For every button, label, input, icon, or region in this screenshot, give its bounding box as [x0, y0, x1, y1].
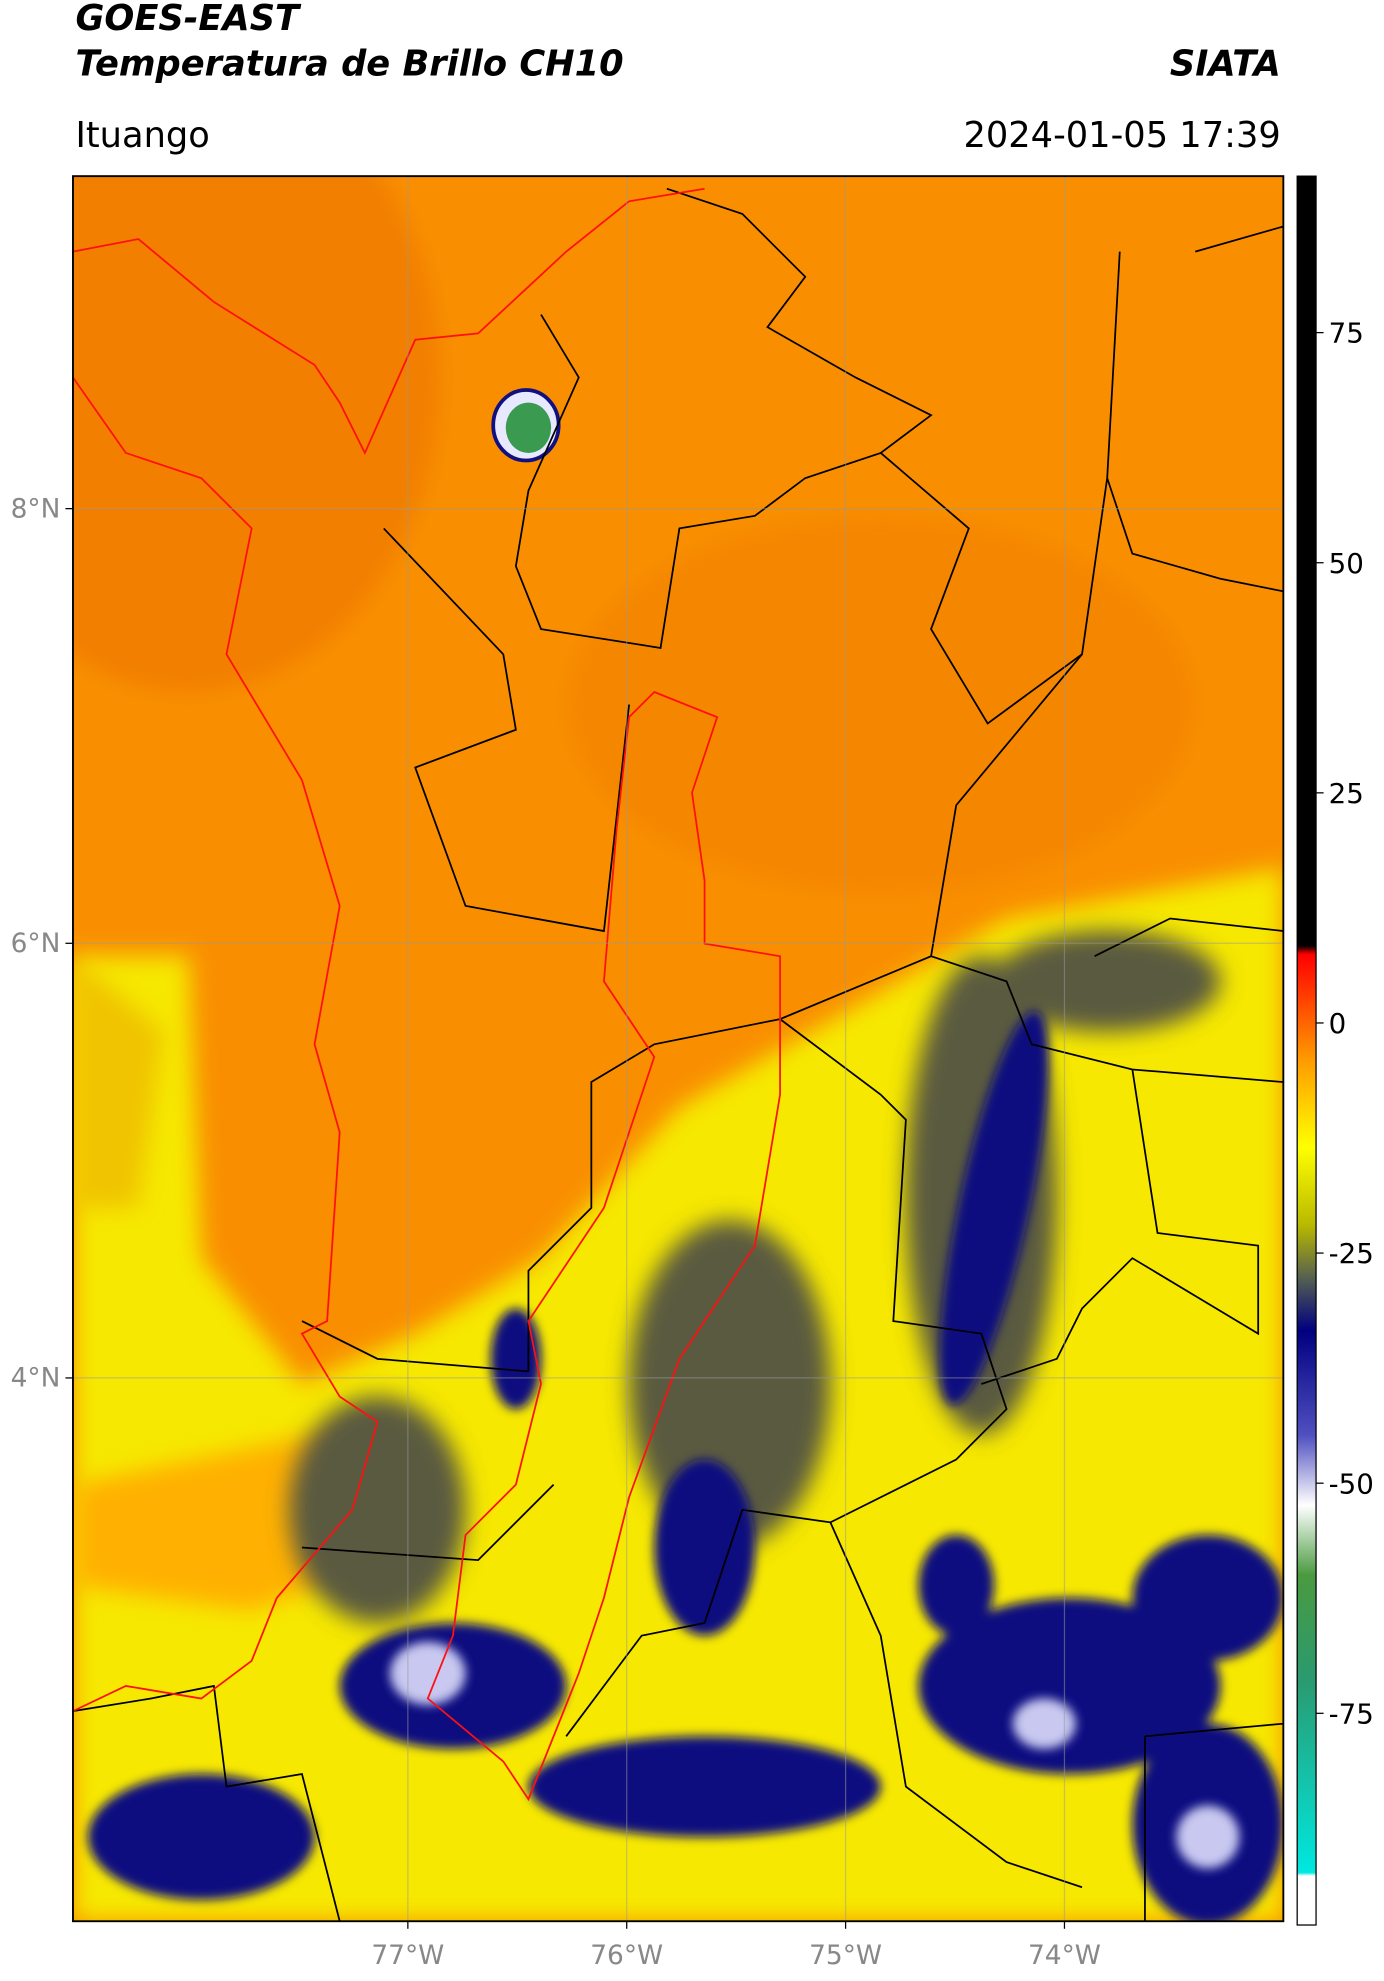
map-frame [72, 175, 1285, 1923]
subtitle: Temperatura de Brillo CH10 [75, 43, 623, 84]
title: GOES-EAST [75, 0, 302, 39]
x-tick-label: 75°W [809, 1940, 882, 1971]
grid [72, 176, 1284, 1922]
colorbar-tick-label: 75 [1329, 317, 1364, 350]
x-tick-label: 74°W [1028, 1940, 1101, 1971]
location: Ituango [75, 115, 209, 156]
y-tick-label: 8°N [11, 493, 61, 524]
y-tick-label: 4°N [11, 1363, 61, 1394]
colorbar-tick-label: -25 [1329, 1237, 1374, 1270]
x-tick-label: 77°W [371, 1940, 444, 1971]
colorbar-tick-label: 0 [1329, 1007, 1347, 1040]
x-tick-label: 76°W [590, 1940, 663, 1971]
colorbar-tick-label: 25 [1329, 777, 1364, 810]
satellite-image [72, 176, 1284, 1922]
source: SIATA [1170, 43, 1281, 84]
colorbar [1296, 175, 1317, 1926]
timestamp: 2024-01-05 17:39 [963, 115, 1280, 156]
y-tick-label: 6°N [11, 928, 61, 959]
colorbar-tick-label: 50 [1329, 547, 1364, 580]
colorbar-tick-label: -75 [1329, 1697, 1374, 1730]
colorbar-tick-label: -50 [1329, 1467, 1374, 1500]
